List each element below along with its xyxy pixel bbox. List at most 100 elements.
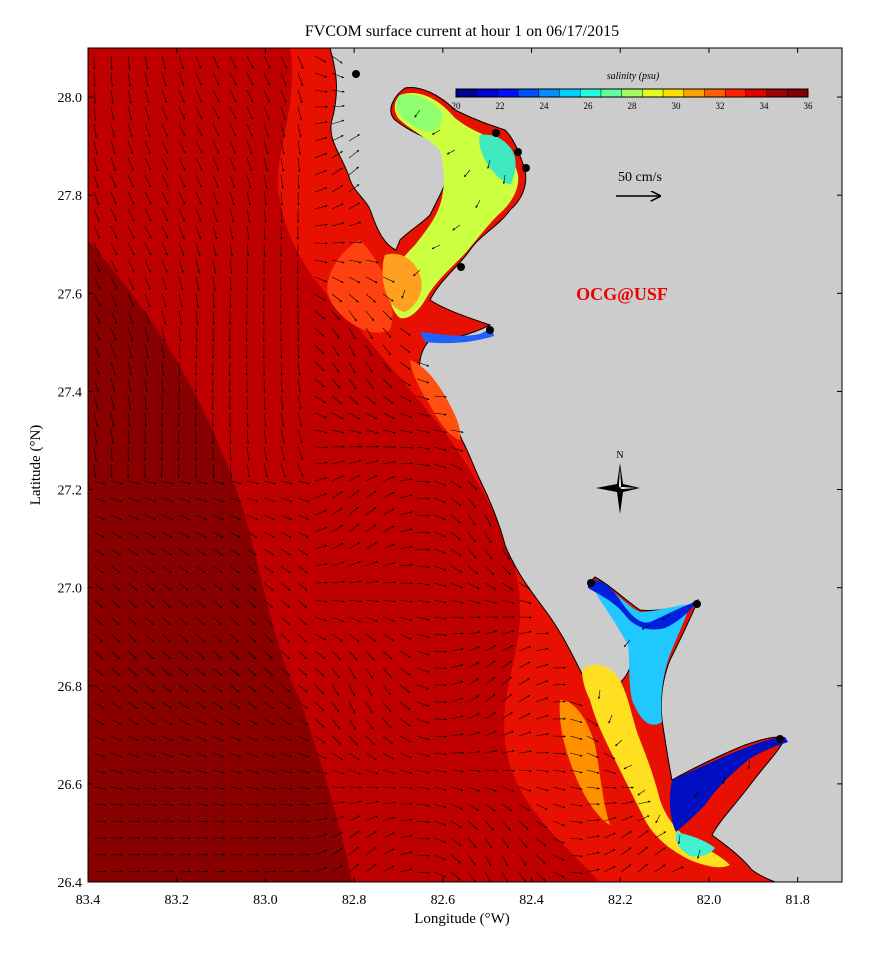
current-vector	[348, 560, 361, 567]
current-vector	[297, 429, 303, 444]
current-vector	[487, 159, 491, 169]
current-vector	[518, 820, 529, 830]
current-vector	[331, 104, 345, 108]
current-vector	[348, 276, 361, 284]
current-vector	[450, 446, 464, 452]
current-vector	[127, 820, 140, 823]
current-vector	[586, 735, 599, 743]
current-vector	[535, 714, 549, 720]
current-vector	[280, 633, 290, 643]
current-vector	[433, 769, 447, 774]
current-vector	[661, 614, 671, 620]
current-vector	[110, 684, 121, 693]
current-vector	[212, 174, 219, 188]
current-vector	[569, 854, 583, 858]
current-vector	[161, 650, 171, 660]
current-vector	[314, 223, 328, 227]
current-vector	[212, 497, 225, 503]
current-vector	[127, 310, 134, 324]
current-vector	[280, 429, 285, 444]
current-vector	[694, 789, 701, 798]
current-vector	[535, 769, 549, 773]
current-vector	[416, 769, 430, 774]
current-vector	[450, 514, 461, 524]
current-vector	[263, 599, 273, 609]
current-vector	[93, 650, 103, 660]
current-vector	[416, 514, 430, 517]
x-tick-label: 83.2	[164, 893, 189, 908]
current-vector	[280, 191, 284, 206]
current-vector	[348, 800, 362, 805]
current-vector	[603, 801, 617, 805]
current-vector	[416, 633, 430, 638]
current-vector	[161, 633, 171, 643]
current-vector	[452, 224, 461, 231]
current-vector	[93, 803, 106, 807]
current-vector	[280, 820, 293, 823]
current-vector	[297, 718, 309, 726]
current-vector	[127, 412, 131, 427]
current-vector	[331, 561, 345, 567]
current-vector	[722, 774, 726, 785]
current-vector	[297, 191, 300, 206]
current-vector	[229, 463, 233, 478]
current-vector	[382, 865, 395, 873]
current-vector	[433, 803, 447, 809]
current-vector	[484, 565, 495, 576]
current-vector	[502, 174, 506, 185]
current-vector	[365, 769, 379, 775]
current-vector	[484, 548, 493, 560]
current-vector	[433, 565, 447, 571]
current-vector	[246, 820, 259, 823]
current-vector	[212, 718, 224, 726]
current-vector	[297, 582, 308, 591]
current-vector	[331, 203, 344, 210]
x-tick-label: 82.0	[697, 893, 722, 908]
current-vector	[127, 870, 141, 873]
current-vector	[382, 543, 395, 550]
current-vector	[382, 801, 396, 805]
current-vector	[365, 599, 379, 603]
current-vector	[416, 871, 430, 874]
current-vector	[450, 429, 464, 434]
current-vector	[569, 735, 583, 740]
current-vector	[416, 650, 430, 656]
current-vector	[399, 563, 413, 567]
current-vector	[280, 548, 292, 556]
current-vector	[195, 327, 199, 342]
current-vector	[314, 769, 328, 775]
current-vector	[110, 514, 123, 520]
current-vector	[348, 412, 361, 420]
current-vector	[331, 150, 343, 159]
colorbar-tick-label: 22	[496, 101, 505, 111]
current-vector	[229, 157, 236, 171]
current-vector	[195, 242, 201, 257]
current-vector	[314, 849, 327, 856]
current-vector	[314, 293, 327, 301]
current-vector	[297, 769, 310, 774]
current-vector	[212, 208, 218, 223]
current-vector	[348, 310, 357, 322]
current-vector	[212, 667, 223, 676]
current-vector	[637, 815, 650, 822]
current-vector	[144, 174, 152, 188]
current-vector	[382, 786, 396, 790]
current-vector	[620, 847, 632, 856]
current-vector	[246, 446, 250, 461]
current-vector	[331, 72, 344, 79]
current-vector	[297, 327, 300, 342]
current-vector	[144, 89, 150, 104]
current-vector	[365, 684, 373, 697]
current-vector	[331, 667, 340, 679]
current-vector	[569, 718, 583, 724]
current-vector	[314, 493, 328, 499]
current-vector	[348, 769, 362, 775]
current-vector	[433, 463, 447, 469]
current-vector	[331, 378, 341, 389]
current-vector	[331, 650, 342, 661]
current-vector	[297, 667, 308, 676]
current-vector	[263, 395, 267, 410]
current-vector	[297, 497, 310, 503]
current-vector	[416, 599, 430, 604]
current-vector	[127, 446, 130, 461]
